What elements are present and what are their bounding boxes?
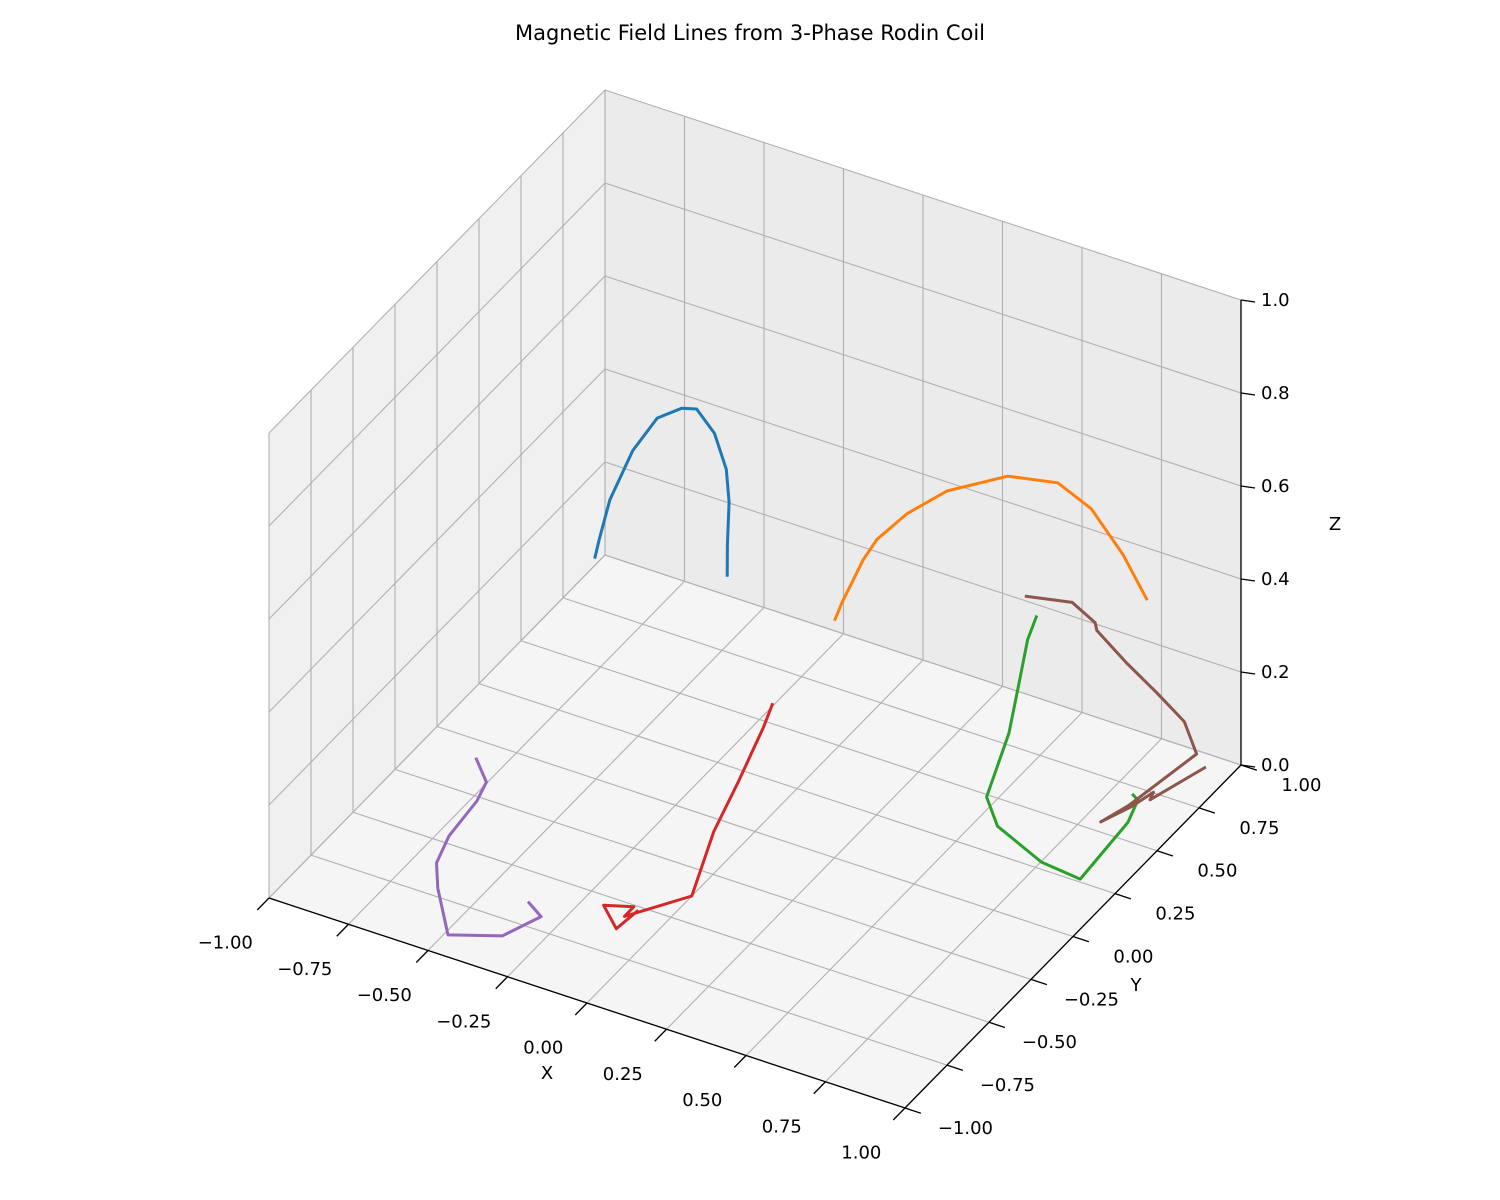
y-tick-mark <box>1030 978 1048 986</box>
y-tick-mark <box>988 1021 1006 1029</box>
y-tick-labels: −1.00 −0.75 −0.50 −0.25 0.000.25 0.50 0.75 1.00 <box>904 764 1321 1139</box>
y-tick-label: −0.75 <box>980 1075 1035 1096</box>
y-tick-mark <box>1072 935 1090 943</box>
x-tick-label: −0.25 <box>436 1011 491 1032</box>
z-tick-label: 0.4 <box>1261 569 1290 590</box>
y-tick-mark <box>1156 850 1174 857</box>
chart-title: Magnetic Field Lines from 3-Phase Rodin … <box>515 21 985 45</box>
x-tick-label: 0.00 <box>523 1038 563 1059</box>
y-tick-mark <box>946 1064 964 1071</box>
y-tick-label: 0.25 <box>1155 904 1195 925</box>
field-line-1 <box>593 406 731 577</box>
field-line-6 <box>1024 594 1207 824</box>
y-gridline-floor <box>520 640 1158 852</box>
x-tick-labels: −1.00 −0.75 −0.50 −0.25 0.00 0.25 0.50 0.75 1.00 <box>198 897 906 1164</box>
z-tick-mark <box>1240 392 1256 396</box>
z-tick-mark <box>1240 299 1256 303</box>
z-tick-mark <box>1240 578 1256 582</box>
y-tick-label: 0.50 <box>1197 861 1237 882</box>
z-gridline-left <box>268 368 606 713</box>
field-lines <box>435 406 1207 938</box>
z-gridline-left <box>268 554 606 899</box>
y-gridline-floor <box>394 768 1032 980</box>
x-tick-label: −1.00 <box>198 933 253 954</box>
y-tick-mark <box>904 1107 922 1114</box>
z-gridline-left <box>268 461 606 806</box>
y-tick-label: 0.75 <box>1239 818 1279 839</box>
field-line-4 <box>602 702 775 931</box>
x-tick-mark <box>733 1055 747 1068</box>
x-tick-mark <box>813 1081 826 1095</box>
field-line-5 <box>435 757 543 938</box>
y-tick-label: −0.50 <box>1022 1032 1077 1053</box>
x-tick-mark <box>256 897 270 911</box>
y-gridline-floor <box>478 683 1116 895</box>
z-tick-label: 0.6 <box>1261 476 1290 497</box>
z-tick-label: 0.0 <box>1261 755 1290 776</box>
x-tick-mark <box>574 1002 588 1016</box>
x-tick-mark <box>415 950 429 963</box>
y-axis-label: Y <box>1130 975 1143 996</box>
z-tick-label: 1.0 <box>1261 290 1290 311</box>
y-gridline-floor <box>562 597 1200 809</box>
z-gridline-left <box>268 89 606 434</box>
x-tick-label: 0.25 <box>603 1064 643 1085</box>
field-line-3 <box>985 614 1140 881</box>
z-tick-mark <box>1240 485 1256 489</box>
y-tick-label: 1.00 <box>1281 775 1321 796</box>
x-tick-mark <box>892 1107 906 1121</box>
x-tick-label: −0.75 <box>277 959 332 980</box>
x-tick-label: 1.00 <box>841 1143 881 1164</box>
z-gridline-back <box>604 368 1242 580</box>
y-tick-label: 0.00 <box>1113 946 1153 967</box>
z-gridline-back <box>604 554 1242 766</box>
y-tick-mark <box>1198 807 1216 814</box>
field-line-2 <box>833 474 1149 622</box>
y-tick-label: −1.00 <box>938 1118 993 1139</box>
x-tick-mark <box>654 1028 667 1042</box>
y-gridline-floor <box>352 811 990 1023</box>
z-gridline-back <box>604 461 1242 673</box>
axis-panes <box>269 90 1241 1108</box>
z-tick-mark <box>1240 671 1256 675</box>
z-gridline-back <box>604 182 1242 394</box>
x-tick-mark <box>495 976 508 990</box>
z-tick-label: 0.2 <box>1261 662 1290 683</box>
x-tick-label: −0.50 <box>357 985 412 1006</box>
y-tick-label: −0.25 <box>1064 989 1119 1010</box>
z-tick-label: 0.8 <box>1261 383 1290 404</box>
z-gridline-left <box>268 275 606 620</box>
y-tick-mark <box>1114 893 1132 900</box>
x-tick-label: 0.50 <box>682 1090 722 1111</box>
x-tick-label: 0.75 <box>762 1116 802 1137</box>
z-gridline-back <box>604 275 1242 487</box>
z-tick-mark <box>1240 764 1256 768</box>
y-gridline-floor <box>310 854 948 1066</box>
z-gridline-back <box>604 89 1242 301</box>
z-tick-labels: 0.0 0.2 0.4 0.6 0.8 1.0 <box>1240 290 1290 776</box>
x-axis-label: X <box>541 1063 553 1084</box>
x-tick-mark <box>336 923 349 937</box>
z-axis-label: Z <box>1329 514 1341 535</box>
y-gridline-floor <box>436 725 1074 938</box>
z-gridline-left <box>268 182 606 527</box>
